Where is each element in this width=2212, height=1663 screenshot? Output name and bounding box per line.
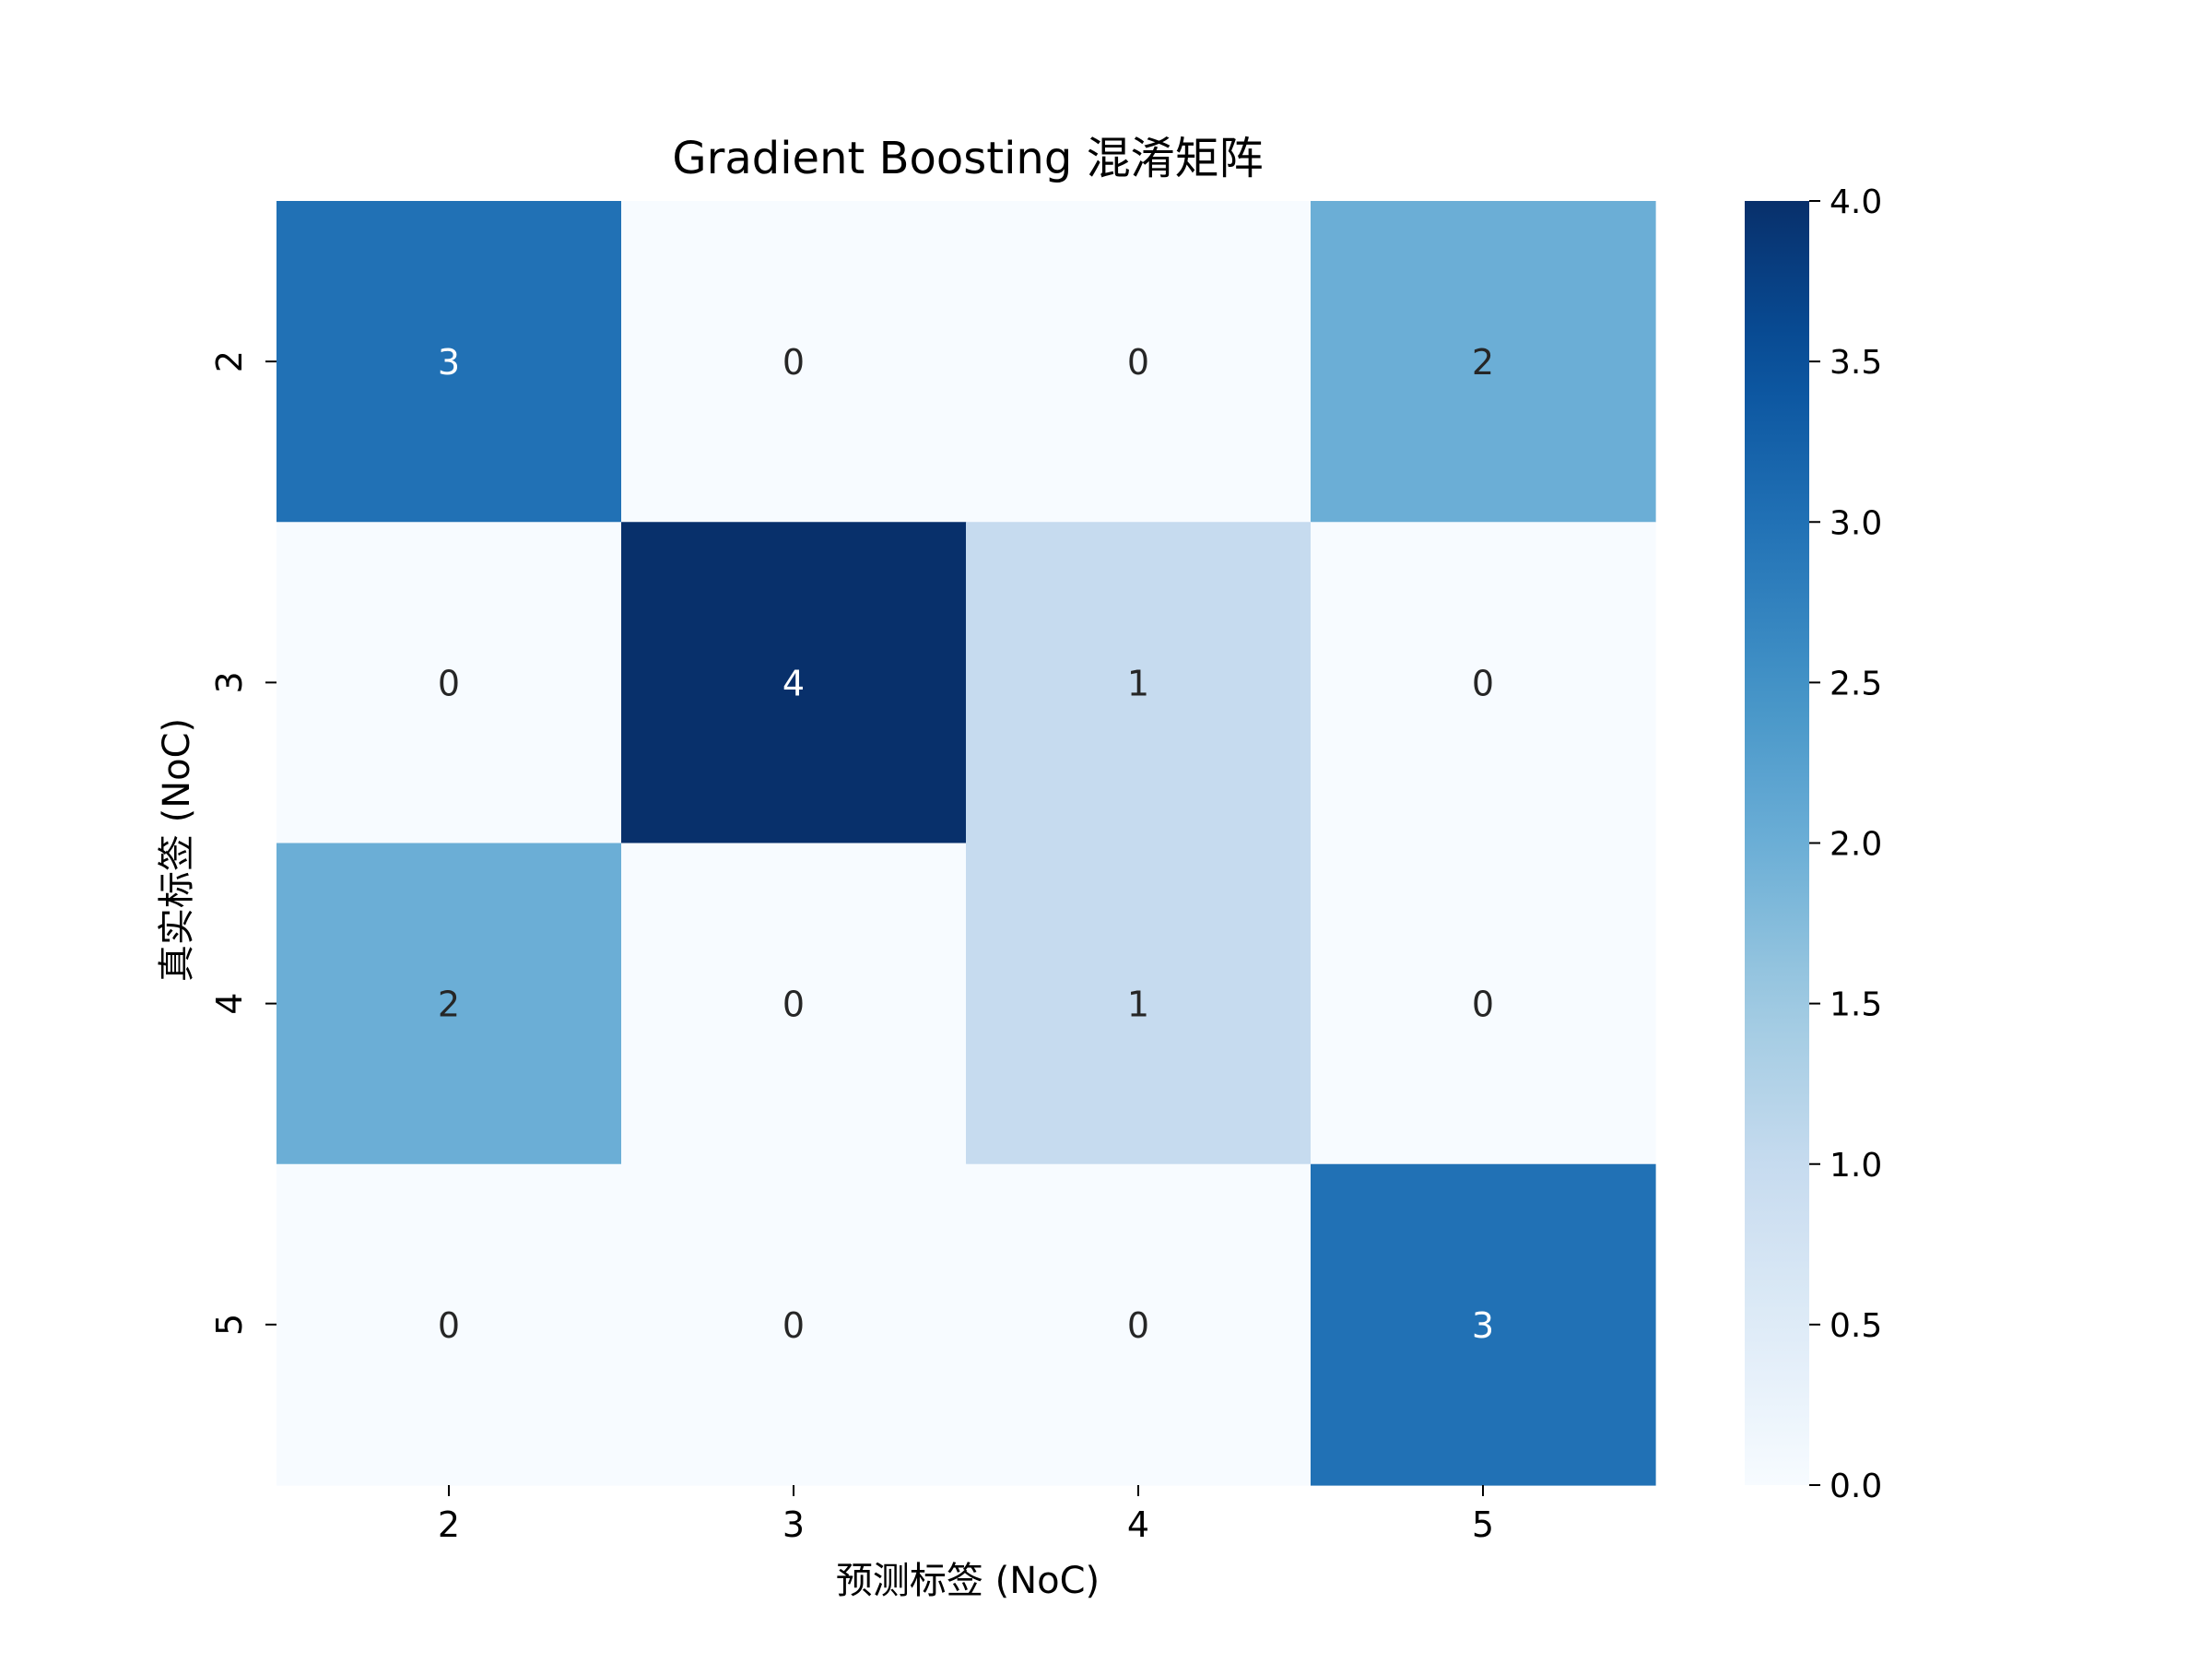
cell-value-label: 2 [1472,342,1494,383]
colorbar-tick-label: 1.5 [1830,986,1882,1024]
cell-value-label: 4 [782,663,805,703]
colorbar-tick-label: 0.5 [1830,1307,1882,1345]
x-tick-label: 5 [1472,1504,1494,1545]
heatmap-cell [1311,201,1656,523]
heatmap-cell [966,522,1312,844]
y-tick-label: 3 [209,671,250,693]
y-axis-label: 真实标签 (NoC) [156,718,198,982]
cell-value-label: 0 [782,1305,805,1346]
y-tick-label: 5 [209,1314,250,1336]
colorbar-tick-label: 3.5 [1830,344,1882,382]
heatmap-cell [966,843,1312,1165]
heatmap-cell [1311,1163,1656,1486]
heatmap-cell [276,201,622,523]
cell-value-label: 2 [438,985,460,1025]
heatmap-cell [276,843,622,1165]
heatmap-cell [276,522,622,844]
cell-value-label: 0 [782,985,805,1025]
heatmap-cell [276,1163,622,1486]
cell-value-label: 0 [1472,663,1494,703]
colorbar-tick-label: 4.0 [1830,183,1882,221]
cell-value-label: 0 [1127,342,1149,383]
cell-value-label: 0 [1472,985,1494,1025]
colorbar-ticks: 0.0 0.5 1.0 1.5 2.0 2.5 3.0 3.5 4.0 [1809,183,1882,1505]
cell-value-label: 0 [438,1305,460,1346]
colorbar-tick-label: 2.0 [1830,826,1882,864]
heatmap-cell [966,201,1312,523]
y-tick-label: 4 [209,993,250,1015]
cell-value-label: 3 [1472,1305,1494,1346]
heatmap-cell [621,1163,967,1486]
colorbar [1745,201,1809,1485]
colorbar-tick-label: 2.5 [1830,665,1882,702]
cell-value-label: 0 [1127,1305,1149,1346]
colorbar-tick-label: 0.0 [1830,1468,1882,1505]
x-axis: 2 3 4 5 [438,1485,1494,1545]
x-axis-label: 预测标签 (NoC) [836,1560,1100,1602]
x-tick-label: 2 [438,1504,460,1545]
heatmap-cell [966,1163,1312,1486]
y-axis: 2 3 4 5 [209,350,276,1336]
cell-value-label: 3 [438,342,460,383]
heatmap-cell [1311,843,1656,1165]
colorbar-tick-label: 1.0 [1830,1147,1882,1185]
heatmap-cell-labels: 3 0 0 2 0 4 1 0 2 0 1 0 0 0 0 3 [438,342,1494,1346]
heatmap-cells [276,201,1656,1486]
cell-value-label: 1 [1127,985,1149,1025]
heatmap-cell [621,522,967,844]
heatmap-cell [1311,522,1656,844]
y-tick-label: 2 [209,350,250,372]
x-tick-label: 4 [1127,1504,1149,1545]
heatmap-cell [621,843,967,1165]
heatmap-cell [621,201,967,523]
cell-value-label: 0 [782,342,805,383]
cell-value-label: 1 [1127,663,1149,703]
colorbar-tick-label: 3.0 [1830,504,1882,542]
cell-value-label: 0 [438,663,460,703]
x-tick-label: 3 [782,1504,805,1545]
chart-title: Gradient Boosting 混淆矩阵 [672,133,1263,184]
